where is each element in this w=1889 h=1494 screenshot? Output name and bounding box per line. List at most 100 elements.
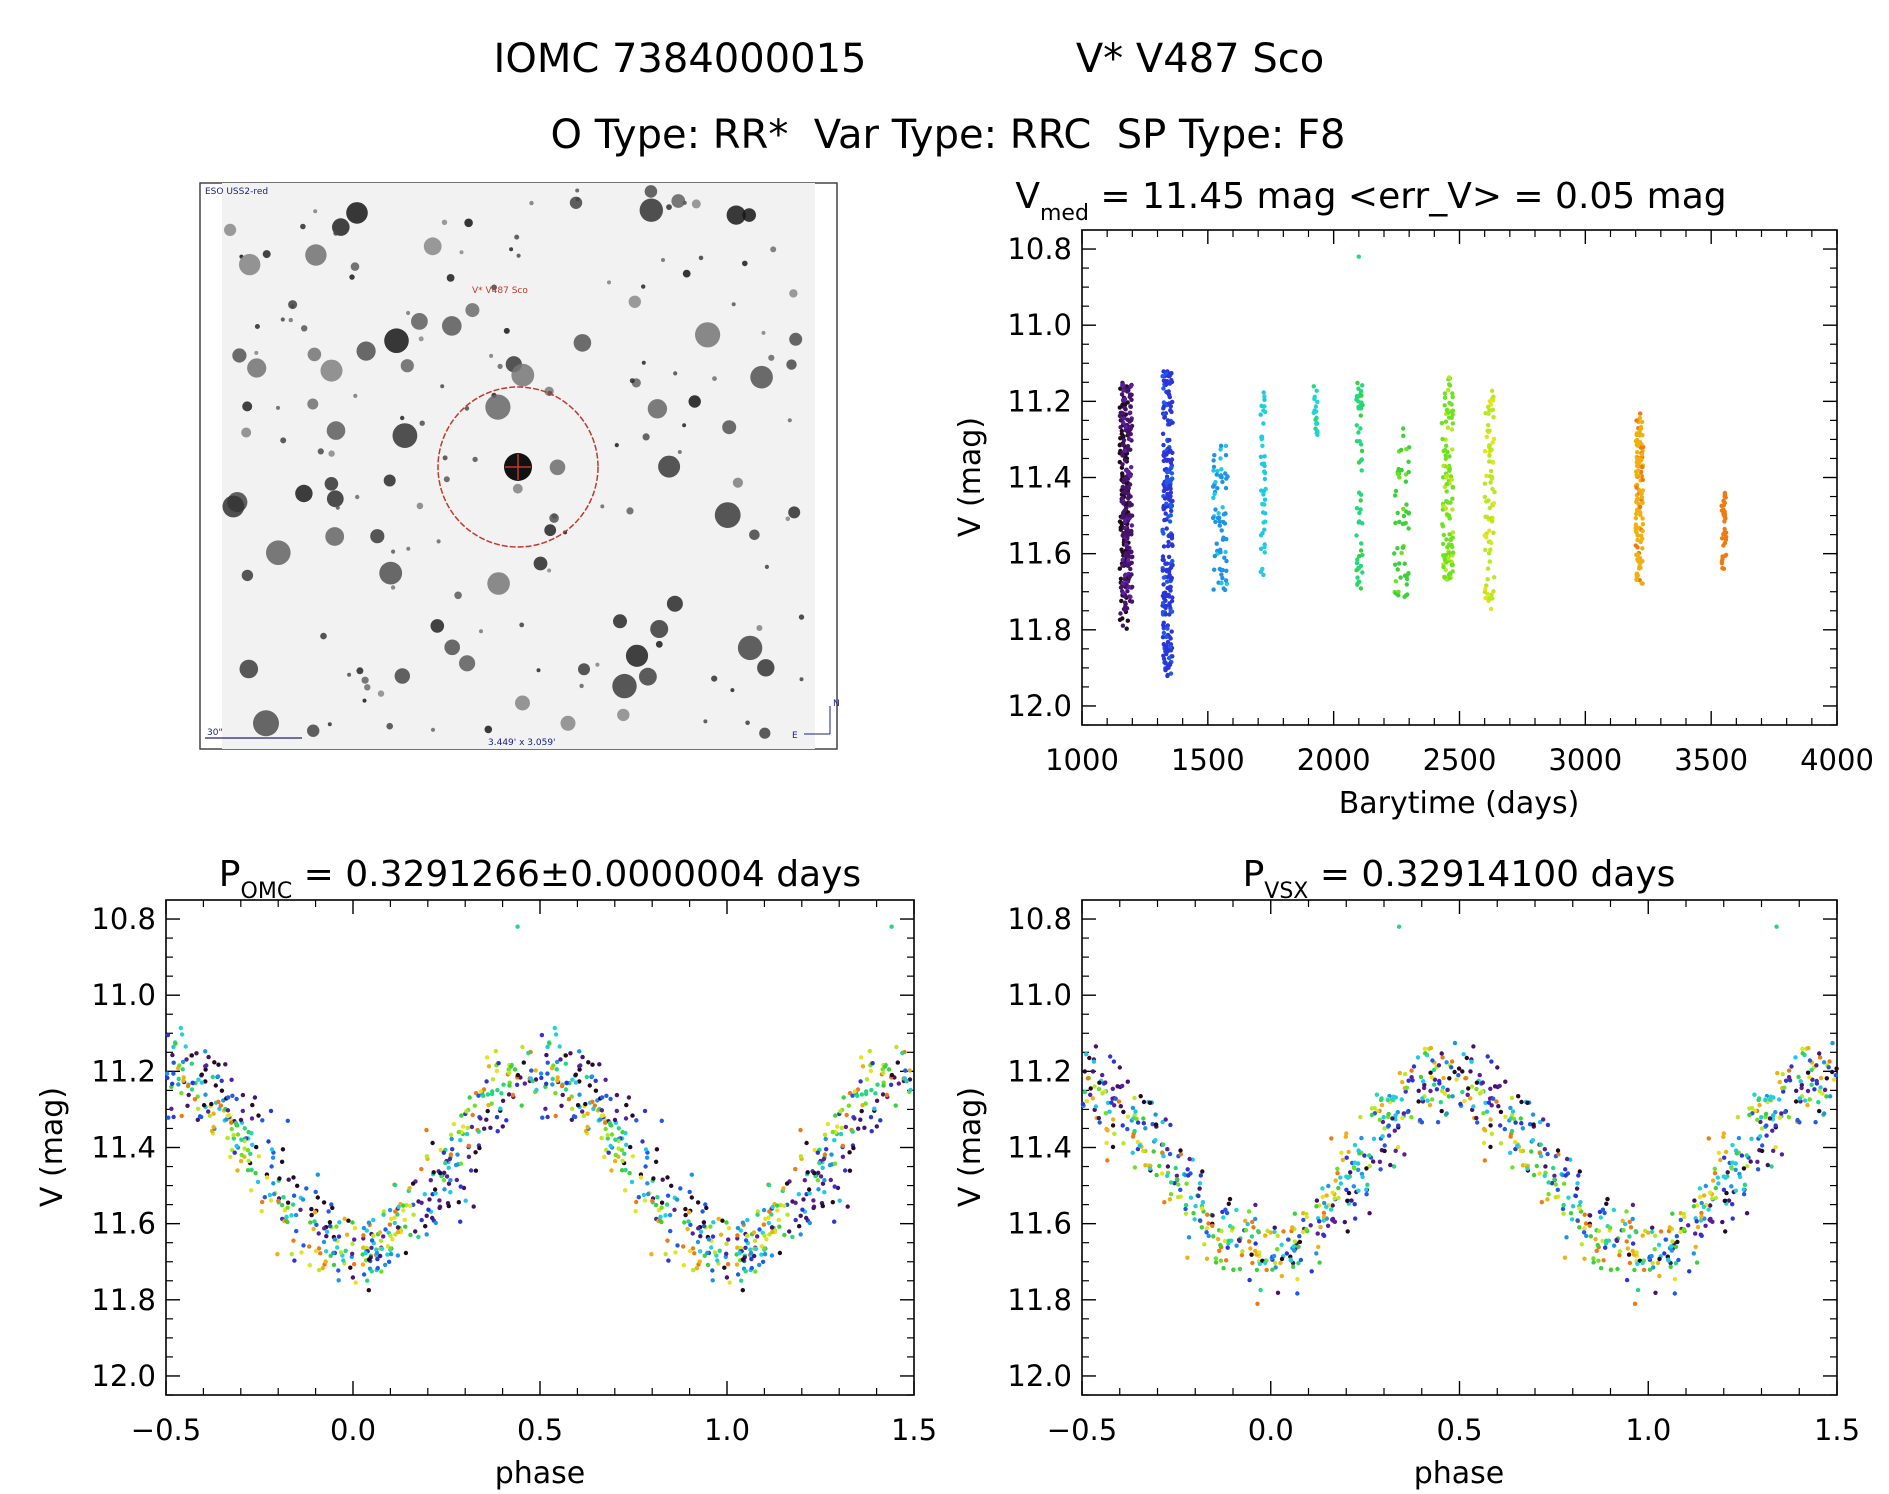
data-point	[1167, 644, 1173, 649]
data-point	[416, 1234, 421, 1240]
data-point	[743, 1269, 748, 1274]
data-point	[1488, 1123, 1493, 1128]
finder-star	[655, 640, 663, 648]
data-point	[753, 1246, 759, 1252]
data-point	[538, 1071, 544, 1076]
data-point	[564, 1080, 569, 1086]
data-point	[1497, 1083, 1502, 1089]
data-point	[1797, 1096, 1803, 1101]
data-point	[1764, 1123, 1769, 1128]
data-point	[1634, 507, 1640, 513]
data-point	[1123, 572, 1128, 577]
data-point	[620, 1158, 625, 1164]
data-point	[1646, 1230, 1651, 1235]
data-point	[1399, 550, 1404, 556]
data-point	[1488, 468, 1494, 474]
data-point	[1723, 1149, 1729, 1155]
data-point	[476, 1129, 481, 1134]
data-point	[1639, 581, 1644, 586]
data-point	[386, 1259, 392, 1265]
finder-star	[465, 303, 480, 318]
data-point	[593, 1088, 599, 1093]
data-point	[1169, 542, 1175, 547]
data-point	[1444, 537, 1449, 542]
data-point	[1757, 1134, 1763, 1139]
data-point	[801, 1197, 806, 1202]
data-point	[1160, 554, 1166, 559]
data-point	[769, 1225, 775, 1230]
data-point	[1439, 1108, 1444, 1114]
data-point	[1214, 472, 1220, 477]
data-point	[1770, 1128, 1775, 1133]
data-point	[1400, 1079, 1405, 1085]
data-point	[383, 1262, 388, 1268]
data-point	[886, 1067, 892, 1072]
data-point	[1396, 1123, 1401, 1128]
data-point	[1635, 1261, 1640, 1267]
data-point	[1262, 527, 1267, 532]
data-point	[563, 1087, 569, 1092]
data-point	[490, 1077, 496, 1082]
data-point	[1272, 1225, 1277, 1230]
data-point	[1161, 630, 1167, 636]
data-point	[1356, 490, 1362, 495]
data-point	[1120, 495, 1125, 501]
data-point	[1640, 488, 1646, 493]
data-point	[622, 1151, 627, 1157]
data-point	[1165, 479, 1170, 484]
target-circle	[437, 386, 599, 548]
finder-star	[305, 244, 327, 266]
data-point	[1336, 1195, 1341, 1201]
data-point	[304, 1186, 309, 1191]
data-point	[1733, 1161, 1738, 1166]
data-point	[1161, 582, 1166, 587]
data-point	[441, 1150, 446, 1155]
data-point	[1119, 428, 1125, 434]
data-point	[1630, 1248, 1635, 1254]
data-point	[1262, 550, 1268, 555]
data-point	[1469, 1084, 1475, 1089]
data-point	[1082, 1089, 1088, 1095]
data-point	[655, 1195, 660, 1200]
data-point	[1553, 1194, 1558, 1200]
data-point	[249, 1188, 254, 1193]
data-point	[170, 1081, 175, 1087]
data-point	[1555, 1148, 1561, 1153]
data-point	[1395, 1110, 1401, 1115]
data-point	[1718, 1157, 1723, 1163]
data-point	[378, 1253, 383, 1259]
data-point	[489, 1091, 495, 1097]
data-point	[1563, 1167, 1568, 1172]
data-point	[482, 1126, 487, 1131]
data-point	[284, 1214, 289, 1220]
data-point	[798, 1154, 803, 1159]
data-point	[229, 1077, 234, 1083]
data-point	[1452, 1069, 1457, 1075]
data-point	[1492, 489, 1497, 495]
data-point	[176, 1076, 181, 1082]
data-point	[1371, 1136, 1377, 1142]
data-point	[659, 1200, 665, 1205]
data-point	[710, 1268, 715, 1273]
data-point	[749, 1256, 754, 1262]
data-point	[1336, 1185, 1341, 1191]
y-tick-label: 11.8	[1007, 1283, 1072, 1317]
data-point	[454, 1177, 459, 1183]
x-tick-label: 3000	[1548, 743, 1622, 777]
data-point	[1561, 1181, 1567, 1186]
data-point	[1515, 1143, 1520, 1149]
data-point	[1167, 586, 1173, 592]
data-point	[1531, 1122, 1536, 1127]
data-point	[1649, 1253, 1654, 1259]
data-point	[1125, 534, 1130, 539]
data-point	[1234, 1207, 1239, 1213]
data-point	[1581, 1230, 1587, 1235]
data-point	[326, 1209, 331, 1214]
data-point	[478, 1116, 483, 1121]
data-point	[1748, 1159, 1753, 1164]
data-point	[185, 1083, 191, 1089]
data-point	[350, 1275, 356, 1280]
data-point	[1112, 1131, 1117, 1137]
data-point	[1423, 1051, 1428, 1056]
